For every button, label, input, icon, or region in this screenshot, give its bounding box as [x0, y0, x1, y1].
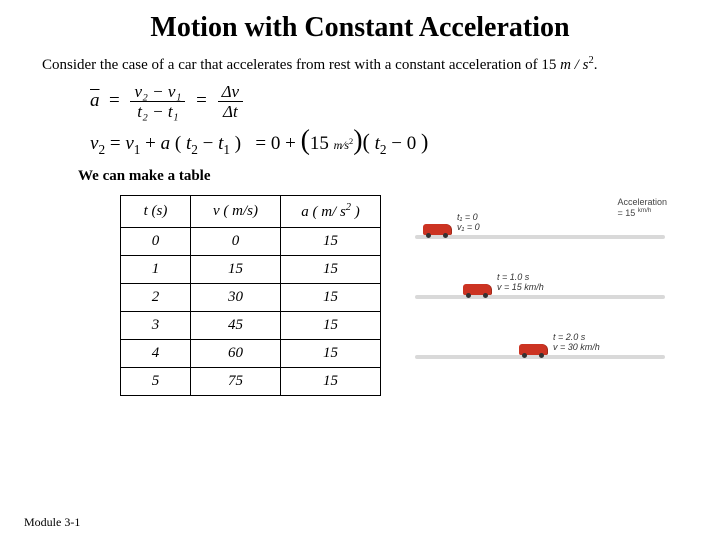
table-cell: 1 — [121, 255, 191, 283]
table-cell: 4 — [121, 339, 191, 367]
table-row: 11515 — [121, 255, 381, 283]
table-label: We can make a table — [78, 168, 690, 185]
table-cell: 15 — [281, 255, 381, 283]
table-cell: 75 — [191, 367, 281, 395]
table-cell: 15 — [281, 339, 381, 367]
table-row: 57515 — [121, 367, 381, 395]
kinematics-table: t (s)v ( m/s)a ( m/ s2 ) 001511515230153… — [120, 195, 381, 396]
table-header: t (s) — [121, 195, 191, 227]
car-icon — [463, 284, 491, 295]
equation-2-text: v2 = v1 + a ( t2 − t1 ) = 0 + (15 m⁄s2)(… — [90, 130, 428, 158]
car-icon — [519, 344, 547, 355]
table-cell: 60 — [191, 339, 281, 367]
equation-block: a = v₂ − v₁ t₂ − t₁ = Δv Δt v2 = v1 + a … — [90, 83, 690, 158]
equation-1: a = v₂ − v₁ t₂ − t₁ = Δv Δt — [90, 83, 690, 120]
acceleration-label: Acceleration= 15 km/h — [617, 197, 667, 218]
lane-label: t = 1.0 sv = 15 km/h — [497, 273, 544, 293]
table-header: v ( m/s) — [191, 195, 281, 227]
table-cell: 5 — [121, 367, 191, 395]
table-cell: 3 — [121, 311, 191, 339]
lane-label: t₁ = 0v₁ = 0 — [457, 213, 480, 233]
table-header: a ( m/ s2 ) — [281, 195, 381, 227]
table-cell: 15 — [281, 367, 381, 395]
intro-text: Consider the case of a car that accelera… — [42, 54, 680, 75]
table-row: 23015 — [121, 283, 381, 311]
table-cell: 15 — [281, 227, 381, 255]
table-cell: 2 — [121, 283, 191, 311]
table-cell: 45 — [191, 311, 281, 339]
ground-line — [415, 235, 665, 239]
equation-2: v2 = v1 + a ( t2 − t1 ) = 0 + (15 m⁄s2)(… — [90, 130, 690, 158]
table-cell: 0 — [191, 227, 281, 255]
table-cell: 15 — [281, 311, 381, 339]
table-cell: 0 — [121, 227, 191, 255]
table-cell: 15 — [281, 283, 381, 311]
lane: t₁ = 0v₁ = 0 Acceleration= 15 km/h — [415, 195, 665, 245]
table-row: 34515 — [121, 311, 381, 339]
module-label: Module 3-1 — [24, 515, 80, 530]
table-row: 0015 — [121, 227, 381, 255]
car-icon — [423, 224, 451, 235]
table-row: 46015 — [121, 339, 381, 367]
car-illustration: t₁ = 0v₁ = 0 Acceleration= 15 km/h t = 1.0… — [415, 195, 685, 375]
ground-line — [415, 295, 665, 299]
table-cell: 30 — [191, 283, 281, 311]
page-title: Motion with Constant Acceleration — [30, 12, 690, 44]
table-cell: 15 — [191, 255, 281, 283]
lane: t = 2.0 sv = 30 km/h — [415, 315, 665, 365]
lane-label: t = 2.0 sv = 30 km/h — [553, 333, 600, 353]
lane: t = 1.0 sv = 15 km/h — [415, 255, 665, 305]
